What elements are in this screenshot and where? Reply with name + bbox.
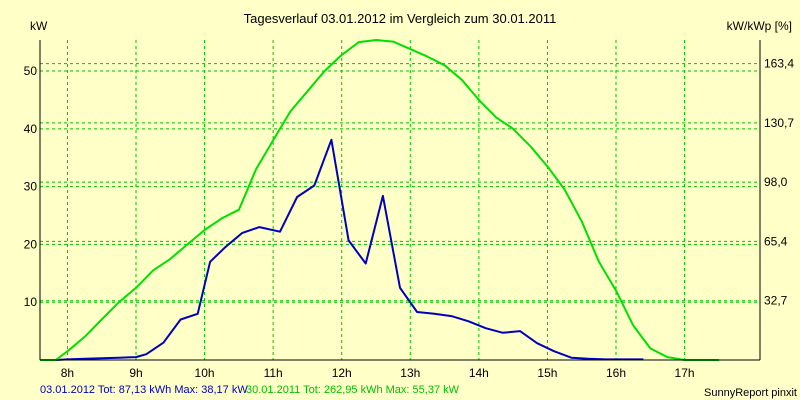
y-tick-label-right: 163,4 <box>764 57 794 71</box>
y-tick-label-left: 30 <box>24 180 38 194</box>
x-tick-label: 9h <box>129 366 142 380</box>
chart-title: Tagesverlauf 03.01.2012 im Vergleich zum… <box>244 11 557 26</box>
y-tick-label-right: 98,0 <box>764 175 788 189</box>
y-tick-label-left: 10 <box>24 295 38 309</box>
x-tick-label: 16h <box>606 366 626 380</box>
y-tick-label-right: 32,7 <box>764 294 788 308</box>
legend-series-2-summary: 30.01.2011 Tot: 262,95 kWh Max: 55,37 kW <box>246 384 460 396</box>
y-axis-left-label: kW <box>30 19 48 33</box>
x-tick-label: 13h <box>400 366 420 380</box>
series-layer <box>40 39 719 361</box>
y-axis-right-label: kW/kWp [%] <box>727 19 792 33</box>
x-tick-label: 8h <box>61 366 74 380</box>
y-tick-label-right: 130,7 <box>764 116 794 130</box>
tick-layer: 8h 9h 10h 11h 12h 13h 14h 15h 16h 17h 10 20 30 40 50 32… <box>24 57 795 380</box>
y-tick-label-left: 40 <box>24 122 38 136</box>
series-line-1 <box>40 138 644 361</box>
x-tick-label: 15h <box>537 366 557 380</box>
grid-layer <box>40 40 760 360</box>
legend-series-1-summary: 03.01.2012 Tot: 87,13 kWh Max: 38,17 kW <box>40 384 248 396</box>
y-tick-label-left: 20 <box>24 237 38 251</box>
x-tick-label: 10h <box>195 366 215 380</box>
credit-text: SunnyReport pinxit <box>704 387 797 399</box>
x-tick-label: 12h <box>332 366 352 380</box>
x-tick-label: 14h <box>469 366 489 380</box>
series-line-2 <box>40 39 719 361</box>
x-tick-label: 11h <box>264 366 283 380</box>
x-tick-label: 17h <box>675 366 695 380</box>
y-tick-label-right: 65,4 <box>764 234 788 248</box>
y-tick-label-left: 50 <box>24 64 38 78</box>
axis-layer <box>39 40 761 361</box>
